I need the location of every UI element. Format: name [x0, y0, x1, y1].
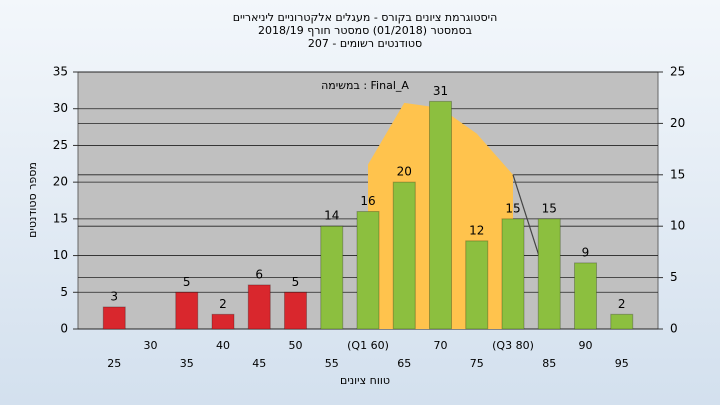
- x-tick-label: 65: [397, 357, 411, 370]
- y-tick-label: 25: [53, 138, 68, 152]
- x-tick-label: (Q1 60): [347, 339, 389, 352]
- bar: [429, 100, 452, 330]
- y2-tick-label: 10: [670, 219, 685, 233]
- y-tick-label: 5: [60, 285, 68, 299]
- data-label: 3: [110, 289, 118, 303]
- bar: [356, 211, 380, 330]
- data-label: 2: [618, 297, 626, 311]
- annotation: במשימה : Final_A: [321, 79, 409, 92]
- x-tick-label: 75: [470, 357, 484, 370]
- x-tick-label: 30: [144, 339, 158, 352]
- bar: [102, 306, 126, 330]
- bar: [247, 284, 271, 330]
- x-tick-label: 55: [325, 357, 339, 370]
- bar: [574, 262, 597, 330]
- x-tick-label: 90: [579, 339, 593, 352]
- y-tick-label: 30: [53, 101, 68, 115]
- y2-tick-label: 20: [670, 116, 685, 130]
- y-tick-label: 0: [60, 322, 68, 336]
- data-label: 15: [542, 201, 557, 215]
- bar: [537, 218, 561, 330]
- data-label: 16: [360, 194, 375, 208]
- data-label: 15: [505, 201, 520, 215]
- x-tick-label: 40: [216, 339, 230, 352]
- y-axis-label: מספר סטודנטים: [26, 162, 39, 238]
- data-label: 20: [397, 165, 412, 179]
- y2-tick-label: 0: [670, 322, 678, 336]
- y2-tick-label: 5: [670, 270, 678, 284]
- bar: [320, 225, 344, 330]
- x-tick-label: 35: [180, 357, 194, 370]
- bar: [211, 313, 235, 330]
- x-axis-label: טווח ציונים: [340, 374, 390, 387]
- bar: [610, 313, 634, 330]
- data-label: 6: [255, 267, 263, 281]
- bar: [284, 291, 307, 330]
- x-tick-label: 45: [252, 357, 266, 370]
- y2-tick-label: 25: [670, 65, 685, 79]
- x-tick-label: 25: [107, 357, 121, 370]
- x-tick-label: 95: [615, 357, 629, 370]
- bar: [501, 218, 525, 330]
- y-tick-label: 10: [53, 248, 68, 262]
- y-tick-label: 15: [53, 211, 68, 225]
- bar: [465, 240, 489, 330]
- chart-title: היסטוגרמת ציונים בקורס - מעגלים אלקטרוני…: [233, 11, 498, 24]
- x-tick-label: 50: [289, 339, 303, 352]
- x-tick-label: 70: [434, 339, 448, 352]
- y2-tick-label: 15: [670, 167, 685, 181]
- bar: [175, 291, 199, 330]
- chart-title: בסמסטר (01/2018) סמסטר חורף 2018/19: [258, 24, 472, 37]
- data-label: 5: [183, 275, 191, 289]
- x-tick-label: (Q3 80): [492, 339, 534, 352]
- y-tick-label: 20: [53, 175, 68, 189]
- data-label: 31: [433, 84, 448, 98]
- bar: [392, 181, 416, 330]
- data-label: 5: [292, 275, 300, 289]
- chart-title: סטודנטים רשומים - 207: [308, 37, 422, 50]
- data-label: 12: [469, 223, 484, 237]
- data-label: 2: [219, 297, 227, 311]
- data-label: 9: [582, 245, 590, 259]
- data-label: 14: [324, 209, 339, 223]
- x-tick-label: 85: [542, 357, 556, 370]
- y-tick-label: 35: [53, 65, 68, 79]
